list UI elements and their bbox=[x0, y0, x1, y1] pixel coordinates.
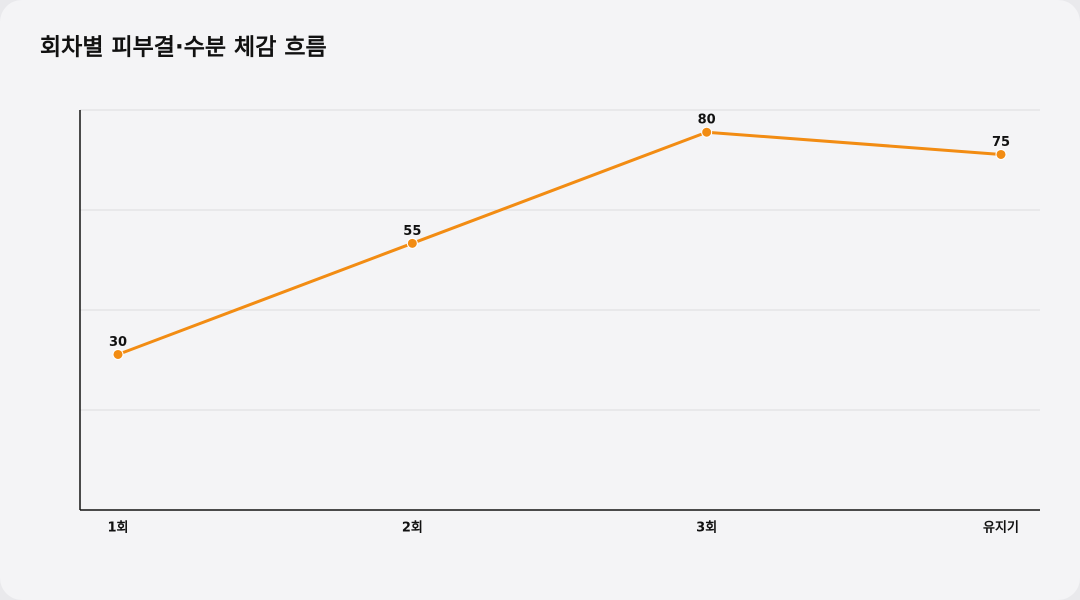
chart-title: 회차별 피부결·수분 체감 흐름 bbox=[40, 35, 327, 61]
data-label: 80 bbox=[698, 113, 716, 128]
x-tick-label: 1회 bbox=[107, 520, 128, 536]
point bbox=[995, 148, 1007, 160]
point bbox=[406, 237, 418, 249]
point bbox=[701, 126, 713, 138]
data-label: 30 bbox=[109, 335, 127, 350]
x-tick-label: 유지기 bbox=[983, 521, 1019, 536]
x-tick-label: 3회 bbox=[696, 520, 717, 536]
x-tick-label: 2회 bbox=[402, 520, 423, 536]
data-label: 55 bbox=[403, 224, 421, 239]
point bbox=[112, 348, 124, 360]
data-label: 75 bbox=[992, 135, 1010, 150]
line bbox=[117, 130, 1002, 356]
